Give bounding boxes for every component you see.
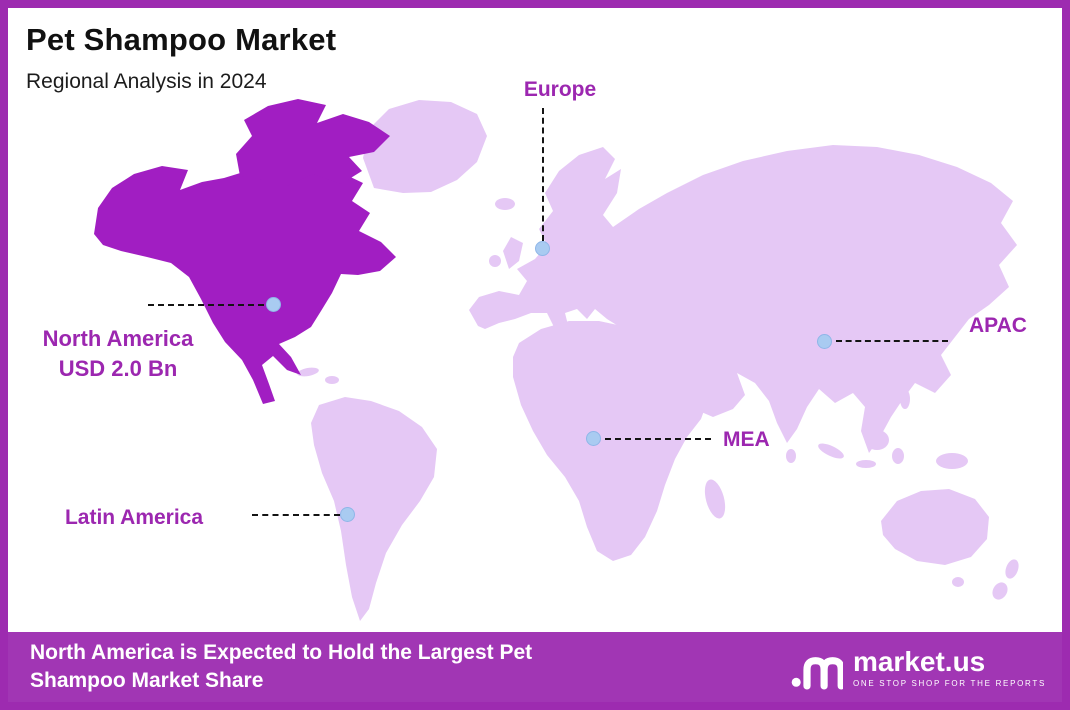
region-label-apac: APAC: [969, 314, 1027, 337]
island-philippines: [900, 389, 910, 409]
apac-connector-line: [836, 340, 948, 342]
europe-connector-line: [542, 108, 544, 241]
north-america-marker-dot: [266, 297, 281, 312]
island-uk: [503, 237, 523, 269]
latin-america-marker-dot: [340, 507, 355, 522]
landmass-australia: [881, 489, 989, 565]
island-java: [856, 460, 876, 468]
island-hispaniola: [325, 376, 339, 384]
region-label-latin-america: Latin America: [64, 506, 204, 529]
landmass-arctic-islands-highlighted: [236, 99, 390, 186]
island-iceland: [495, 198, 515, 210]
north-america-value-text: USD 2.0 Bn: [58, 356, 178, 381]
page-title: Pet Shampoo Market: [26, 22, 337, 57]
region-label-north-america: North America USD 2.0 Bn: [18, 324, 218, 384]
island-sumatra: [818, 443, 844, 459]
island-ireland: [489, 255, 501, 267]
brand-tagline: ONE STOP SHOP FOR THE REPORTS: [852, 678, 1046, 688]
island-new-zealand-north: [1005, 559, 1019, 579]
landmass-africa: [513, 321, 709, 561]
mea-connector-line: [605, 438, 711, 440]
mea-marker-dot: [586, 431, 601, 446]
island-madagascar: [704, 479, 726, 519]
landmass-south-america: [311, 397, 437, 621]
market-us-logo-icon: [791, 657, 843, 690]
landmass-greenland: [363, 100, 487, 193]
page-subtitle: Regional Analysis in 2024: [26, 70, 267, 93]
latin-america-connector-line: [252, 514, 340, 516]
europe-marker-dot: [535, 241, 550, 256]
brand-name: market.us: [852, 645, 986, 677]
apac-marker-dot: [817, 334, 832, 349]
island-tasmania: [952, 577, 964, 587]
landmass-north-america-highlighted: [94, 165, 396, 404]
island-sri-lanka: [786, 449, 796, 463]
island-sulawesi: [892, 448, 904, 464]
brand-logo: market.us ONE STOP SHOP FOR THE REPORTS: [789, 640, 1046, 694]
island-borneo: [865, 430, 889, 450]
landmass-eurasia: [469, 145, 1017, 453]
footer-banner-text: North America is Expected to Hold the La…: [30, 641, 533, 692]
island-new-guinea: [936, 453, 968, 469]
island-new-zealand-south: [992, 582, 1008, 600]
north-america-label-text: North America: [42, 326, 194, 351]
footer-banner: North America is Expected to Hold the La…: [8, 632, 1062, 702]
north-america-connector-line: [148, 304, 264, 306]
island-japan: [930, 297, 947, 335]
world-map: [94, 99, 1019, 621]
region-label-mea: MEA: [723, 428, 770, 451]
island-cuba: [297, 367, 319, 377]
region-label-europe: Europe: [523, 78, 597, 101]
